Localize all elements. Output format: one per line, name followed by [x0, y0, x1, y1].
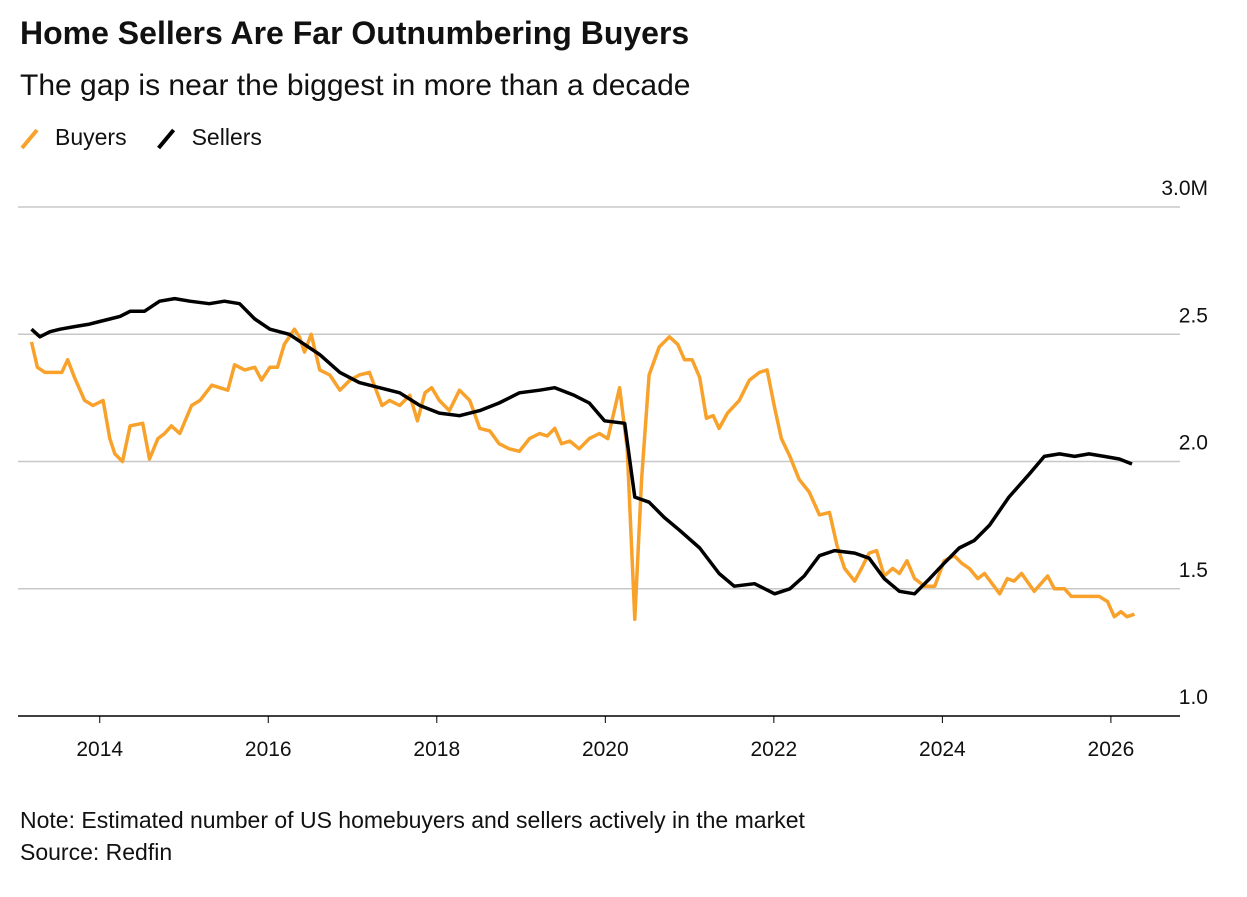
x-tick-label: 2026	[1088, 738, 1135, 761]
legend-label: Sellers	[192, 124, 262, 150]
y-tick-label: 3.0M	[1161, 177, 1208, 200]
note: Note: Estimated number of US homebuyers …	[20, 807, 806, 833]
source: Source: Redfin	[20, 839, 172, 865]
x-tick-label: 2022	[750, 738, 797, 761]
legend-swatch	[157, 128, 176, 150]
series-line	[30, 296, 1133, 596]
y-tick-label: 1.0	[1179, 686, 1208, 709]
x-tick-label: 2018	[413, 738, 460, 761]
x-tick-label: 2024	[919, 738, 966, 761]
series-line	[29, 327, 1136, 622]
y-tick-label: 2.0	[1179, 432, 1208, 455]
chart-subtitle: The gap is near the biggest in more than…	[20, 69, 690, 102]
x-tick-label: 2014	[76, 738, 123, 761]
x-tick-label: 2016	[245, 738, 292, 761]
x-tick-label: 2020	[582, 738, 629, 761]
y-tick-label: 2.5	[1179, 304, 1208, 327]
legend-swatch	[20, 128, 39, 150]
chart-title: Home Sellers Are Far Outnumbering Buyers	[20, 15, 689, 51]
y-tick-label: 1.5	[1179, 559, 1208, 582]
legend-label: Buyers	[55, 124, 127, 150]
